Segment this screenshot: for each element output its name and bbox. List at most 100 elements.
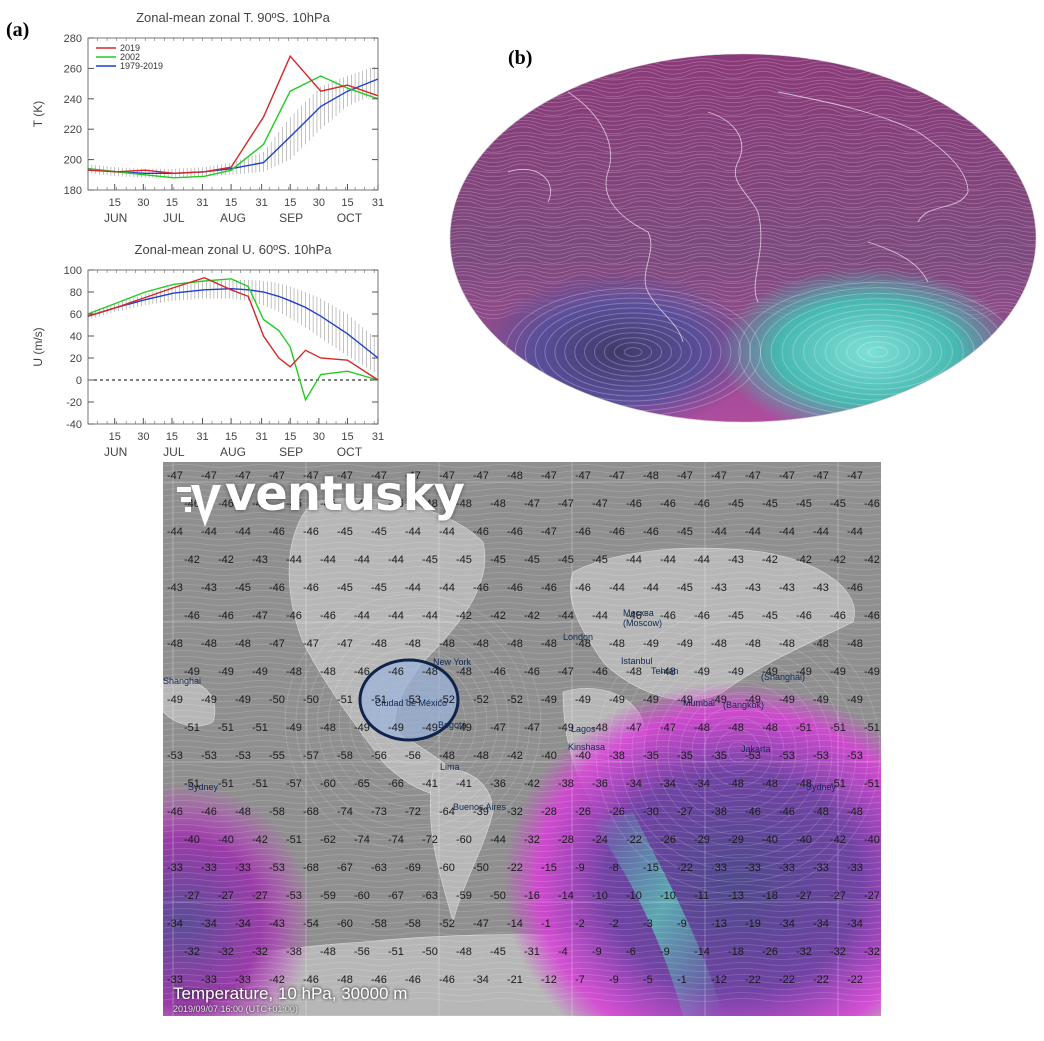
temperature-value: -55 xyxy=(269,750,285,762)
streamline xyxy=(163,860,881,864)
x-tick-label: 15 xyxy=(225,197,237,209)
temperature-value: -59 xyxy=(456,890,472,902)
temperature-value: -34 xyxy=(813,918,829,930)
ventusky-map-background xyxy=(163,462,881,1016)
streamline xyxy=(163,638,881,642)
temperature-value: -27 xyxy=(796,890,812,902)
temperature-value: -51 xyxy=(371,694,387,706)
streamline xyxy=(450,141,1036,149)
temperature-value: -21 xyxy=(507,974,523,986)
temperature-value: -47 xyxy=(524,498,540,510)
x-tick-label: 30 xyxy=(313,431,325,443)
vortex-ring xyxy=(338,647,488,797)
temperature-value: -51 xyxy=(864,778,880,790)
temperature-value: -49 xyxy=(762,666,778,678)
temperature-value: -41 xyxy=(456,778,472,790)
streamline xyxy=(163,800,881,804)
streamline xyxy=(450,172,1036,178)
y-tick-label: 260 xyxy=(64,63,82,75)
streamline xyxy=(163,986,881,990)
temperature-value: -48 xyxy=(728,722,744,734)
streamline xyxy=(163,518,881,522)
vortex-ring xyxy=(607,621,869,883)
x-tick-label: 31 xyxy=(372,197,384,209)
temperature-value: -48 xyxy=(609,638,625,650)
temperature-value: -46 xyxy=(847,582,863,594)
temperature-value: -47 xyxy=(592,498,608,510)
streamline xyxy=(450,197,1036,204)
streamline xyxy=(163,488,881,492)
temperature-value: -48 xyxy=(592,722,608,734)
temperature-value: -48 xyxy=(337,974,353,986)
x-month-label: OCT xyxy=(337,445,363,459)
temperature-value: -49 xyxy=(201,694,217,706)
temperature-value: -48 xyxy=(507,638,523,650)
temperature-value: -51 xyxy=(388,946,404,958)
streamline xyxy=(163,728,881,732)
streamline xyxy=(450,107,1036,116)
temperature-value: -42 xyxy=(507,750,523,762)
streamline xyxy=(163,758,881,762)
temperature-value: -65 xyxy=(354,778,370,790)
temperature-value: -51 xyxy=(218,722,234,734)
temperature-value: -43 xyxy=(269,918,285,930)
temperature-value: -53 xyxy=(847,750,863,762)
temperature-value: -46 xyxy=(405,974,421,986)
temperature-value: -42 xyxy=(269,974,285,986)
temperature-value: -42 xyxy=(830,554,846,566)
temperature-value: -53 xyxy=(269,862,285,874)
temperature-value: -39 xyxy=(473,806,489,818)
temperature-value: -44 xyxy=(745,526,761,538)
temperature-value: -47 xyxy=(541,470,557,482)
temperature-value: -46 xyxy=(218,610,234,622)
streamline xyxy=(450,135,1036,141)
city-label: New York xyxy=(433,657,472,667)
temperature-value: -48 xyxy=(235,638,251,650)
temperature-value: -14 xyxy=(558,890,574,902)
temperature-value: -40 xyxy=(864,834,880,846)
x-month-label: SEP xyxy=(279,211,303,225)
temperature-value: -19 xyxy=(745,918,761,930)
temperature-value: -49 xyxy=(864,666,880,678)
vortex-ring xyxy=(667,681,809,823)
streamline xyxy=(450,138,1036,145)
temperature-value: -44 xyxy=(813,526,829,538)
x-tick-label: 30 xyxy=(137,431,149,443)
temperature-value: -49 xyxy=(541,694,557,706)
temperature-value: -46 xyxy=(660,498,676,510)
temperature-value: -64 xyxy=(439,806,455,818)
ventusky-warm-left xyxy=(163,782,313,1016)
temperature-value: -32 xyxy=(864,946,880,958)
vortex-ring xyxy=(679,693,797,811)
temperature-value: -49 xyxy=(728,666,744,678)
vortex-ring xyxy=(813,319,943,385)
streamline xyxy=(163,566,881,570)
temperature-value: -53 xyxy=(405,694,421,706)
temperature-value: -45 xyxy=(286,498,302,510)
temperature-value: -11 xyxy=(694,890,710,902)
temperature-value: -44 xyxy=(388,610,404,622)
vortex-ring xyxy=(613,342,653,362)
city-label: (Shanghai) xyxy=(761,672,806,682)
temperature-value: -51 xyxy=(830,722,846,734)
streamline xyxy=(163,650,881,654)
y-axis-label: U (m/s) xyxy=(31,327,45,366)
temperature-value: -51 xyxy=(286,834,302,846)
streamline xyxy=(163,506,881,510)
temperature-value: -46 xyxy=(507,526,523,538)
temperature-value: -47 xyxy=(303,470,319,482)
city-label: Jakarta xyxy=(741,744,771,754)
ventusky-gridlines xyxy=(163,462,881,1016)
temperature-chart: Zonal-mean zonal T. 90ºS. 10hPa T (K) 180 2… xyxy=(31,10,384,225)
temperature-value: -58 xyxy=(405,918,421,930)
temperature-value: -22 xyxy=(677,862,693,874)
series-line-1979-2019 xyxy=(87,287,379,359)
temperature-value: -51 xyxy=(184,722,200,734)
streamline xyxy=(163,584,881,588)
temperature-value: -38 xyxy=(286,946,302,958)
temperature-value: -44 xyxy=(354,610,370,622)
temperature-value: -22 xyxy=(626,834,642,846)
x-tick-label: 30 xyxy=(313,197,325,209)
streamline xyxy=(163,752,881,756)
